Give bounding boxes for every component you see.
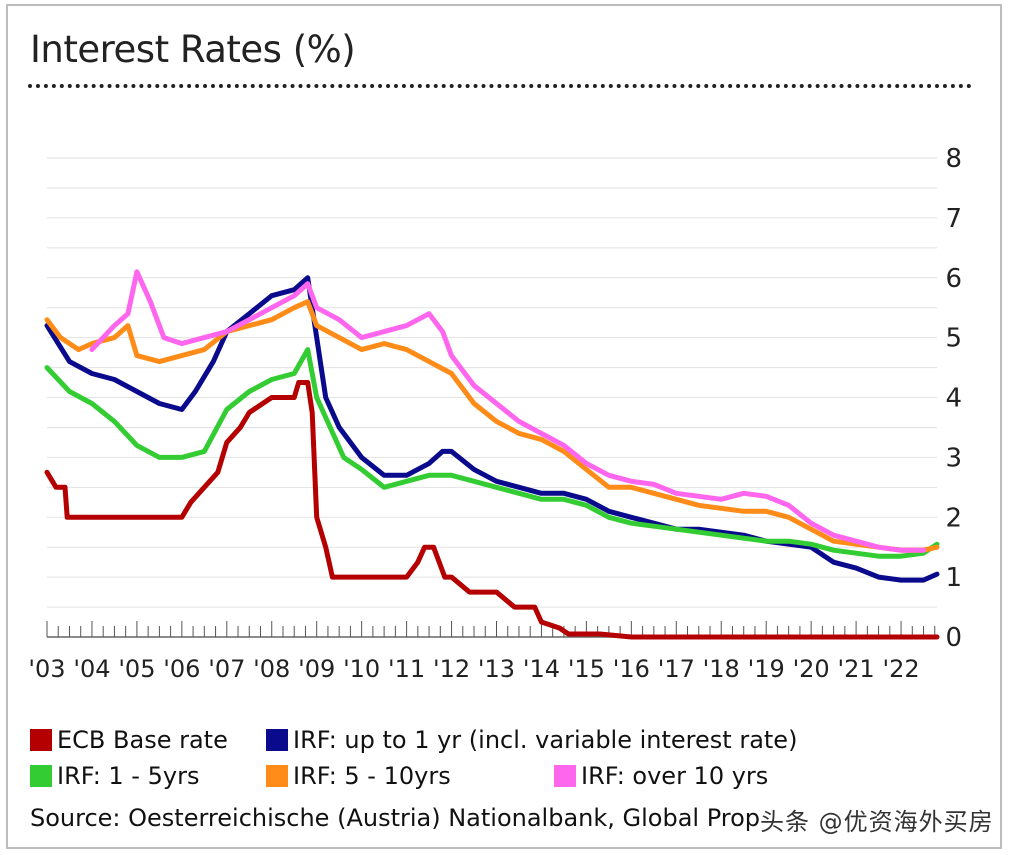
x-tick-label: '17 — [658, 655, 695, 683]
y-tick-label: 5 — [945, 324, 962, 354]
x-tick-label: '03 — [28, 655, 65, 683]
legend-label-irf-10plus: IRF: over 10 yrs — [581, 762, 769, 790]
series-line-4 — [89, 269, 926, 553]
line-chart: 0 1 2 3 4 5 6 7 8 '03 '04 '05 '06 '07 '08 '09 '10 '11 '12 '… — [28, 144, 962, 683]
legend-label-irf-5-10: IRF: 5 - 10yrs — [293, 762, 451, 790]
x-tick-label: '15 — [568, 655, 605, 683]
series-line-3 — [44, 299, 940, 553]
y-tick-label: 6 — [945, 264, 962, 294]
legend-swatch-irf-10plus — [554, 765, 576, 787]
x-tick-label: '22 — [882, 655, 919, 683]
legend-item-irf-10plus: IRF: over 10 yrs — [554, 762, 768, 790]
title-divider — [28, 84, 972, 88]
y-tick-label: 4 — [945, 384, 962, 414]
y-tick-label: 1 — [945, 563, 962, 593]
chart-title: Interest Rates (%) — [30, 28, 356, 71]
x-tick-label: '20 — [793, 655, 830, 683]
legend-item-irf-5-10: IRF: 5 - 10yrs — [266, 762, 451, 790]
x-tick-label: '11 — [388, 655, 425, 683]
x-tick-label: '16 — [613, 655, 650, 683]
legend-swatch-irf-5-10 — [266, 765, 288, 787]
source-note: Source: Oesterreichische (Austria) Natio… — [30, 804, 761, 832]
x-tick-label: '18 — [703, 655, 740, 683]
x-tick-label: '07 — [208, 655, 245, 683]
x-tick-label: '10 — [343, 655, 380, 683]
legend-label-irf-1-5: IRF: 1 - 5yrs — [57, 762, 200, 790]
legend-item-irf-1yr: IRF: up to 1 yr (incl. variable interest… — [266, 726, 797, 754]
legend-swatch-irf-1-5 — [30, 765, 52, 787]
legend-swatch-ecb — [30, 729, 52, 751]
x-tick-label: '04 — [73, 655, 110, 683]
x-tick-label: '12 — [433, 655, 470, 683]
x-tick-label: '19 — [748, 655, 785, 683]
y-tick-label: 3 — [945, 443, 962, 473]
series-line-0 — [44, 380, 940, 640]
legend-swatch-irf-1yr — [266, 729, 288, 751]
legend-label-ecb: ECB Base rate — [57, 726, 228, 754]
x-tick-label: '21 — [838, 655, 875, 683]
y-tick-label: 8 — [945, 144, 962, 174]
watermark: 头条 @优资海外买房 — [760, 808, 994, 836]
x-tick-label: '09 — [298, 655, 335, 683]
series-line-1 — [44, 275, 940, 583]
legend-item-irf-1-5: IRF: 1 - 5yrs — [30, 762, 199, 790]
x-tick-label: '14 — [523, 655, 560, 683]
legend-label-irf-1yr: IRF: up to 1 yr (incl. variable interest… — [293, 726, 798, 754]
series-line-2 — [44, 347, 940, 559]
y-tick-label: 0 — [945, 623, 962, 653]
x-tick-label: '06 — [163, 655, 200, 683]
x-tick-label: '05 — [118, 655, 155, 683]
y-tick-label: 7 — [945, 204, 962, 234]
legend-item-ecb: ECB Base rate — [30, 726, 228, 754]
x-tick-label: '08 — [253, 655, 290, 683]
x-tick-label: '13 — [478, 655, 515, 683]
y-tick-label: 2 — [945, 503, 962, 533]
